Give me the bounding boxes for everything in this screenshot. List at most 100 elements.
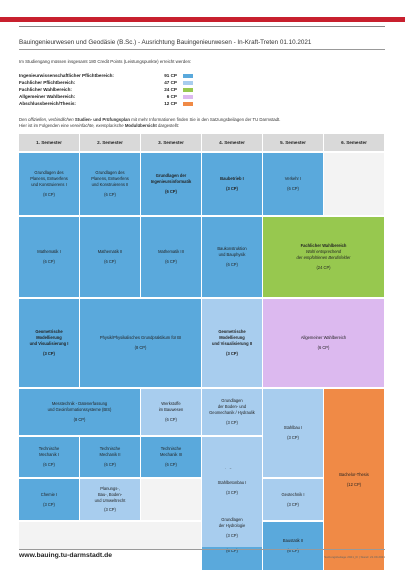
module-m20: Technische Mechanik II (6 CP) <box>80 437 140 477</box>
module-credits: (6 CP) <box>104 259 116 264</box>
description-text: Den offiziellen, verbindlichen Studien- … <box>19 117 280 129</box>
module-title: Modellierung <box>219 335 245 341</box>
semester-header: 4. Semester <box>202 134 262 151</box>
module-m2: Grundlagen des Planens, Entwerfens und Kon… <box>80 153 140 215</box>
legend-label: Allgemeiner Wahlbereich: <box>19 94 76 99</box>
module-title: Ingenieursinformatik <box>150 179 192 185</box>
module-credits: (3 CP) <box>287 435 299 440</box>
module-title: Baustatik II <box>282 538 304 544</box>
legend-label: Ingenieurwissenschaftlicher Pflichtberei… <box>19 73 114 78</box>
legend-cp: 24 CP <box>164 87 177 92</box>
module-title: und Geoinformationssysteme (BIS) <box>47 407 112 413</box>
description-line-2: Hier ist im Folgenden eine vereinfachte,… <box>19 123 180 128</box>
legend-row: Fachlicher Pflichtbereich: 47 CP <box>19 79 199 86</box>
module-credits: (6 CP) <box>165 416 177 422</box>
module-m30: Grundlagen der Hydrologie (3 CP) <box>202 509 262 547</box>
module-title: Bau-, Boden- <box>97 491 123 497</box>
module-title: und Bauphysik <box>218 252 246 258</box>
module-credits: (3 CP) <box>43 350 55 356</box>
module-credits: (6 CP) <box>165 188 177 194</box>
legend-row: Abschlussbereich/Thesis: 12 CP <box>19 100 199 107</box>
module-title: und Visualisierung I <box>29 341 69 346</box>
module-m26: Planungs-, Bau-, Boden-und Umweltrecht (3 … <box>80 479 140 520</box>
module-credits: (3 CP) <box>43 501 55 507</box>
module-title: und Umweltrecht <box>94 497 126 503</box>
module-credits: (6 CP) <box>226 261 238 267</box>
legend-label: Abschlussbereich/Thesis: <box>19 101 76 106</box>
module-title: Geometrische <box>218 329 246 335</box>
legend-cp: 6 CP <box>166 94 177 99</box>
module-title: Technische <box>160 446 182 452</box>
module-title: Baubetrieb I <box>220 176 244 182</box>
module-credits: (6 CP) <box>104 191 116 197</box>
module-credits: (6 CP) <box>287 548 299 553</box>
module-m9: Baukonstruktion und Bauphysik (6 CP) <box>202 217 262 297</box>
module-title: Technische <box>38 446 60 452</box>
legend-cp: 91 CP <box>164 73 177 78</box>
module-credits: (3 CP) <box>104 507 116 513</box>
module-title: Stahlbau I <box>283 425 303 431</box>
module-credits: (8 CP) <box>134 345 147 350</box>
module-title: Fachlicher Wahlbereich <box>300 243 347 249</box>
semester-header: 6. Semester <box>324 134 384 151</box>
credit-legend: Ingenieurwissenschaftlicher Pflichtberei… <box>19 72 199 107</box>
module-title: Grundlagen <box>221 398 243 404</box>
legend-row: Ingenieurwissenschaftlicher Pflichtberei… <box>19 72 199 79</box>
module-title: Technische <box>99 446 121 452</box>
module-subtitle: Wahl entsprechend <box>305 249 342 255</box>
module-title: der Hydrologie <box>218 523 246 529</box>
module-m4: Baubetrieb I (3 CP) <box>202 153 262 215</box>
footer-url[interactable]: www.bauing.tu-darmstadt.de <box>19 552 113 559</box>
module-title: und Visualisierung II <box>212 341 252 346</box>
module-credits: (3 CP) <box>226 490 238 495</box>
description-line-1: Den offiziellen, verbindlichen Studien- … <box>19 117 281 122</box>
module-title: Grundlagen des <box>95 170 125 176</box>
module-credits: (12 CP) <box>346 481 362 487</box>
module-credits: (8 CP) <box>73 416 86 422</box>
module-credits: (24 CP) <box>316 264 331 270</box>
module-title: Grundlagen der <box>155 173 187 179</box>
module-credits: (3 CP) <box>287 501 299 507</box>
module-title: Baukonstruktion <box>217 246 247 252</box>
module-m24: Bachelor-Thesis (12 CP) <box>324 389 384 570</box>
module-title: Planens, Entwerfens <box>30 176 68 182</box>
module-title: Geometrische <box>35 329 63 335</box>
module-m3: Grundlagen der Ingenieursinformatik (6 CP) <box>141 153 201 215</box>
module-m15: Messtechnik - Datenerfassung und Geoinfor… <box>19 389 140 435</box>
module-title: Geomechanik / Hydraulik <box>209 410 255 415</box>
module-title: Bachelor-Thesis <box>339 471 369 477</box>
module-m1: Grundlagen des Planens, Entwerfens und Kon… <box>19 153 79 215</box>
module-m6: Mathematik I (6 CP) <box>19 217 79 297</box>
page-title: Bauingenieurwesen und Geodäsie (B.Sc.) -… <box>19 39 312 46</box>
module-title: Werkstoffe <box>161 401 181 407</box>
module-title: Planens, Entwerfens <box>91 176 129 182</box>
legend-row: Allgemeiner Wahlbereich: 6 CP <box>19 93 199 100</box>
module-m10: Fachlicher Wahlbereich Wahl entsprechend d… <box>263 217 384 297</box>
title-divider <box>19 49 385 50</box>
legend-swatch <box>183 80 193 85</box>
module-credits: (3 CP) <box>226 186 238 191</box>
module-title: Stahlbetonbau I <box>217 480 247 486</box>
module-m25: Chemie I (3 CP) <box>19 479 79 520</box>
module-title: Geotechnik I <box>281 491 305 497</box>
module-m23: Geotechnik I (3 CP) <box>263 479 323 520</box>
module-title: Verkehr I <box>284 176 302 182</box>
empty-slot <box>141 479 201 520</box>
module-title: und Konstruierens I <box>31 182 67 187</box>
module-credits: (6 CP) <box>287 186 299 191</box>
module-credits: (6 CP) <box>104 461 116 467</box>
module-title: Mathematik III <box>158 249 184 255</box>
module-credits: (6 CP) <box>43 259 55 264</box>
empty-slot <box>324 153 384 215</box>
module-m21: Technische Mechanik III (6 CP) <box>141 437 201 477</box>
module-credits: (6 CP) <box>317 345 330 350</box>
module-credits: (3 CP) <box>226 419 238 425</box>
top-divider <box>19 26 385 27</box>
legend-cp: 12 CP <box>164 101 177 106</box>
module-title: Modellierung <box>36 335 62 341</box>
module-m28: Baustatik II (6 CP) <box>263 522 323 570</box>
legend-label: Fachlicher Wahlbereich: <box>19 87 72 92</box>
module-credits: (3 CP) <box>226 532 238 538</box>
module-title: im Bauwesen <box>158 407 184 413</box>
legend-label: Fachlicher Pflichtbereich: <box>19 80 76 85</box>
